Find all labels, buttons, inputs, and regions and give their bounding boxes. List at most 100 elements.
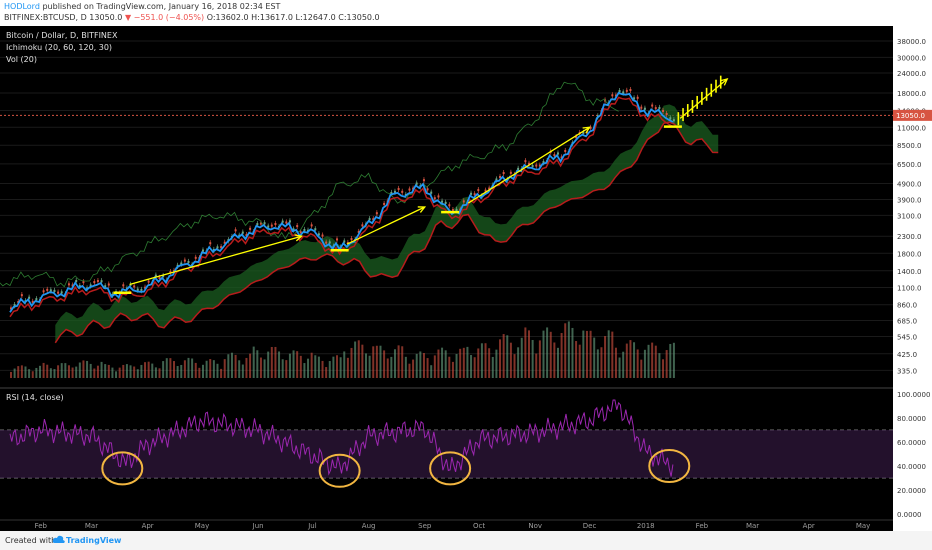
candle	[220, 246, 223, 249]
candle	[328, 241, 331, 244]
candle	[462, 200, 465, 203]
volume-bar	[593, 337, 596, 378]
candle	[542, 161, 545, 164]
volume-bar	[220, 368, 223, 378]
volume-bar	[296, 351, 299, 378]
volume-bar	[310, 352, 313, 378]
candle	[281, 220, 284, 223]
volume-bar	[198, 367, 201, 378]
candle	[140, 288, 143, 292]
volume-bar	[270, 346, 273, 378]
candle	[524, 160, 527, 163]
candle	[408, 188, 411, 191]
volume-bar	[133, 366, 136, 378]
candle	[343, 240, 346, 243]
volume-bar	[556, 347, 559, 378]
candle	[531, 165, 534, 168]
volume-bar	[404, 356, 407, 378]
volume-bar	[589, 330, 592, 378]
candle	[325, 241, 328, 244]
volume-bar	[524, 327, 527, 378]
candle	[288, 220, 291, 223]
volume-bar	[430, 365, 433, 378]
candle	[162, 274, 165, 278]
volume-bar	[140, 364, 143, 378]
volume-bar	[278, 351, 281, 378]
volume-bar	[640, 359, 643, 378]
candle	[49, 289, 52, 292]
volume-bar	[136, 369, 139, 378]
volume-bar	[307, 358, 310, 378]
x-tick-label: May	[856, 522, 870, 530]
volume-bar	[89, 363, 92, 378]
volume-bar	[419, 351, 422, 378]
volume-bar	[346, 357, 349, 378]
footer: Created with TradingView	[0, 531, 932, 550]
candle	[263, 222, 266, 225]
price-tick-label: 11000.0	[897, 124, 926, 132]
volume-bar	[13, 368, 16, 378]
candle	[35, 298, 38, 301]
trend-arrow	[346, 206, 426, 245]
volume-bar	[205, 360, 208, 378]
volume-bar	[314, 355, 317, 378]
candle	[629, 88, 632, 92]
candle	[357, 230, 360, 234]
volume-bar	[546, 327, 549, 378]
volume-bar	[64, 363, 67, 378]
x-tick-label: Apr	[803, 522, 815, 530]
ichimoku-cloud	[54, 104, 719, 344]
tradingview-brand[interactable]: TradingView	[66, 536, 122, 545]
volume-bar	[528, 330, 531, 378]
price-tick-label: 1100.0	[897, 285, 922, 293]
candle	[622, 91, 625, 94]
rsi-ticks: 100.0000 80.0000 60.0000 40.0000 20.0000 0.00…	[897, 391, 930, 519]
volume-bar	[477, 348, 480, 378]
volume-bar	[437, 349, 440, 378]
volume-bar	[531, 339, 534, 378]
candle	[528, 162, 531, 165]
candle	[201, 249, 204, 252]
volume-bar	[49, 368, 52, 378]
rsi-lines	[9, 399, 691, 488]
volume-bar	[415, 353, 418, 378]
candle	[245, 234, 248, 237]
candle	[122, 284, 125, 287]
candle	[169, 271, 172, 274]
volume-bar	[480, 343, 483, 378]
author-link[interactable]: HODLord	[4, 2, 40, 11]
volume-bar	[53, 369, 56, 378]
current-price-marker: 13050.0	[893, 109, 932, 121]
publish-info: HODLord published on TradingView.com, Ja…	[4, 2, 280, 11]
candle	[180, 262, 183, 265]
volume-bar	[38, 365, 41, 378]
volume-bar	[375, 345, 378, 378]
volume-bar	[194, 362, 197, 378]
volume-bar	[473, 357, 476, 378]
volume-bar	[129, 365, 132, 378]
rsi-dip-circle	[648, 449, 691, 483]
candle	[658, 106, 661, 110]
price-tick-label: 2300.0	[897, 233, 922, 241]
x-tick-label: Aug	[362, 522, 376, 530]
volume-bar	[542, 330, 545, 378]
candle	[144, 286, 147, 289]
rsi-tick-label: 40.0000	[897, 463, 926, 471]
volume-bar	[393, 349, 396, 378]
volume-bar	[488, 348, 491, 378]
volume-bars	[10, 321, 675, 378]
candle	[433, 197, 436, 200]
volume-bar	[71, 367, 74, 378]
candle	[625, 89, 628, 92]
volume-bar	[582, 330, 585, 378]
tradingview-chart[interactable]: 38000.030000.024000.018000.014000.011000…	[0, 26, 932, 531]
candle	[451, 209, 454, 212]
volume-bar	[509, 342, 512, 378]
rsi-line	[9, 399, 674, 477]
volume-bar	[96, 365, 99, 378]
candle	[495, 178, 498, 181]
volume-bar	[328, 361, 331, 378]
volume-bar	[495, 349, 498, 378]
senkou-b-line	[54, 121, 719, 344]
rsi-tick-label: 60.0000	[897, 439, 926, 447]
